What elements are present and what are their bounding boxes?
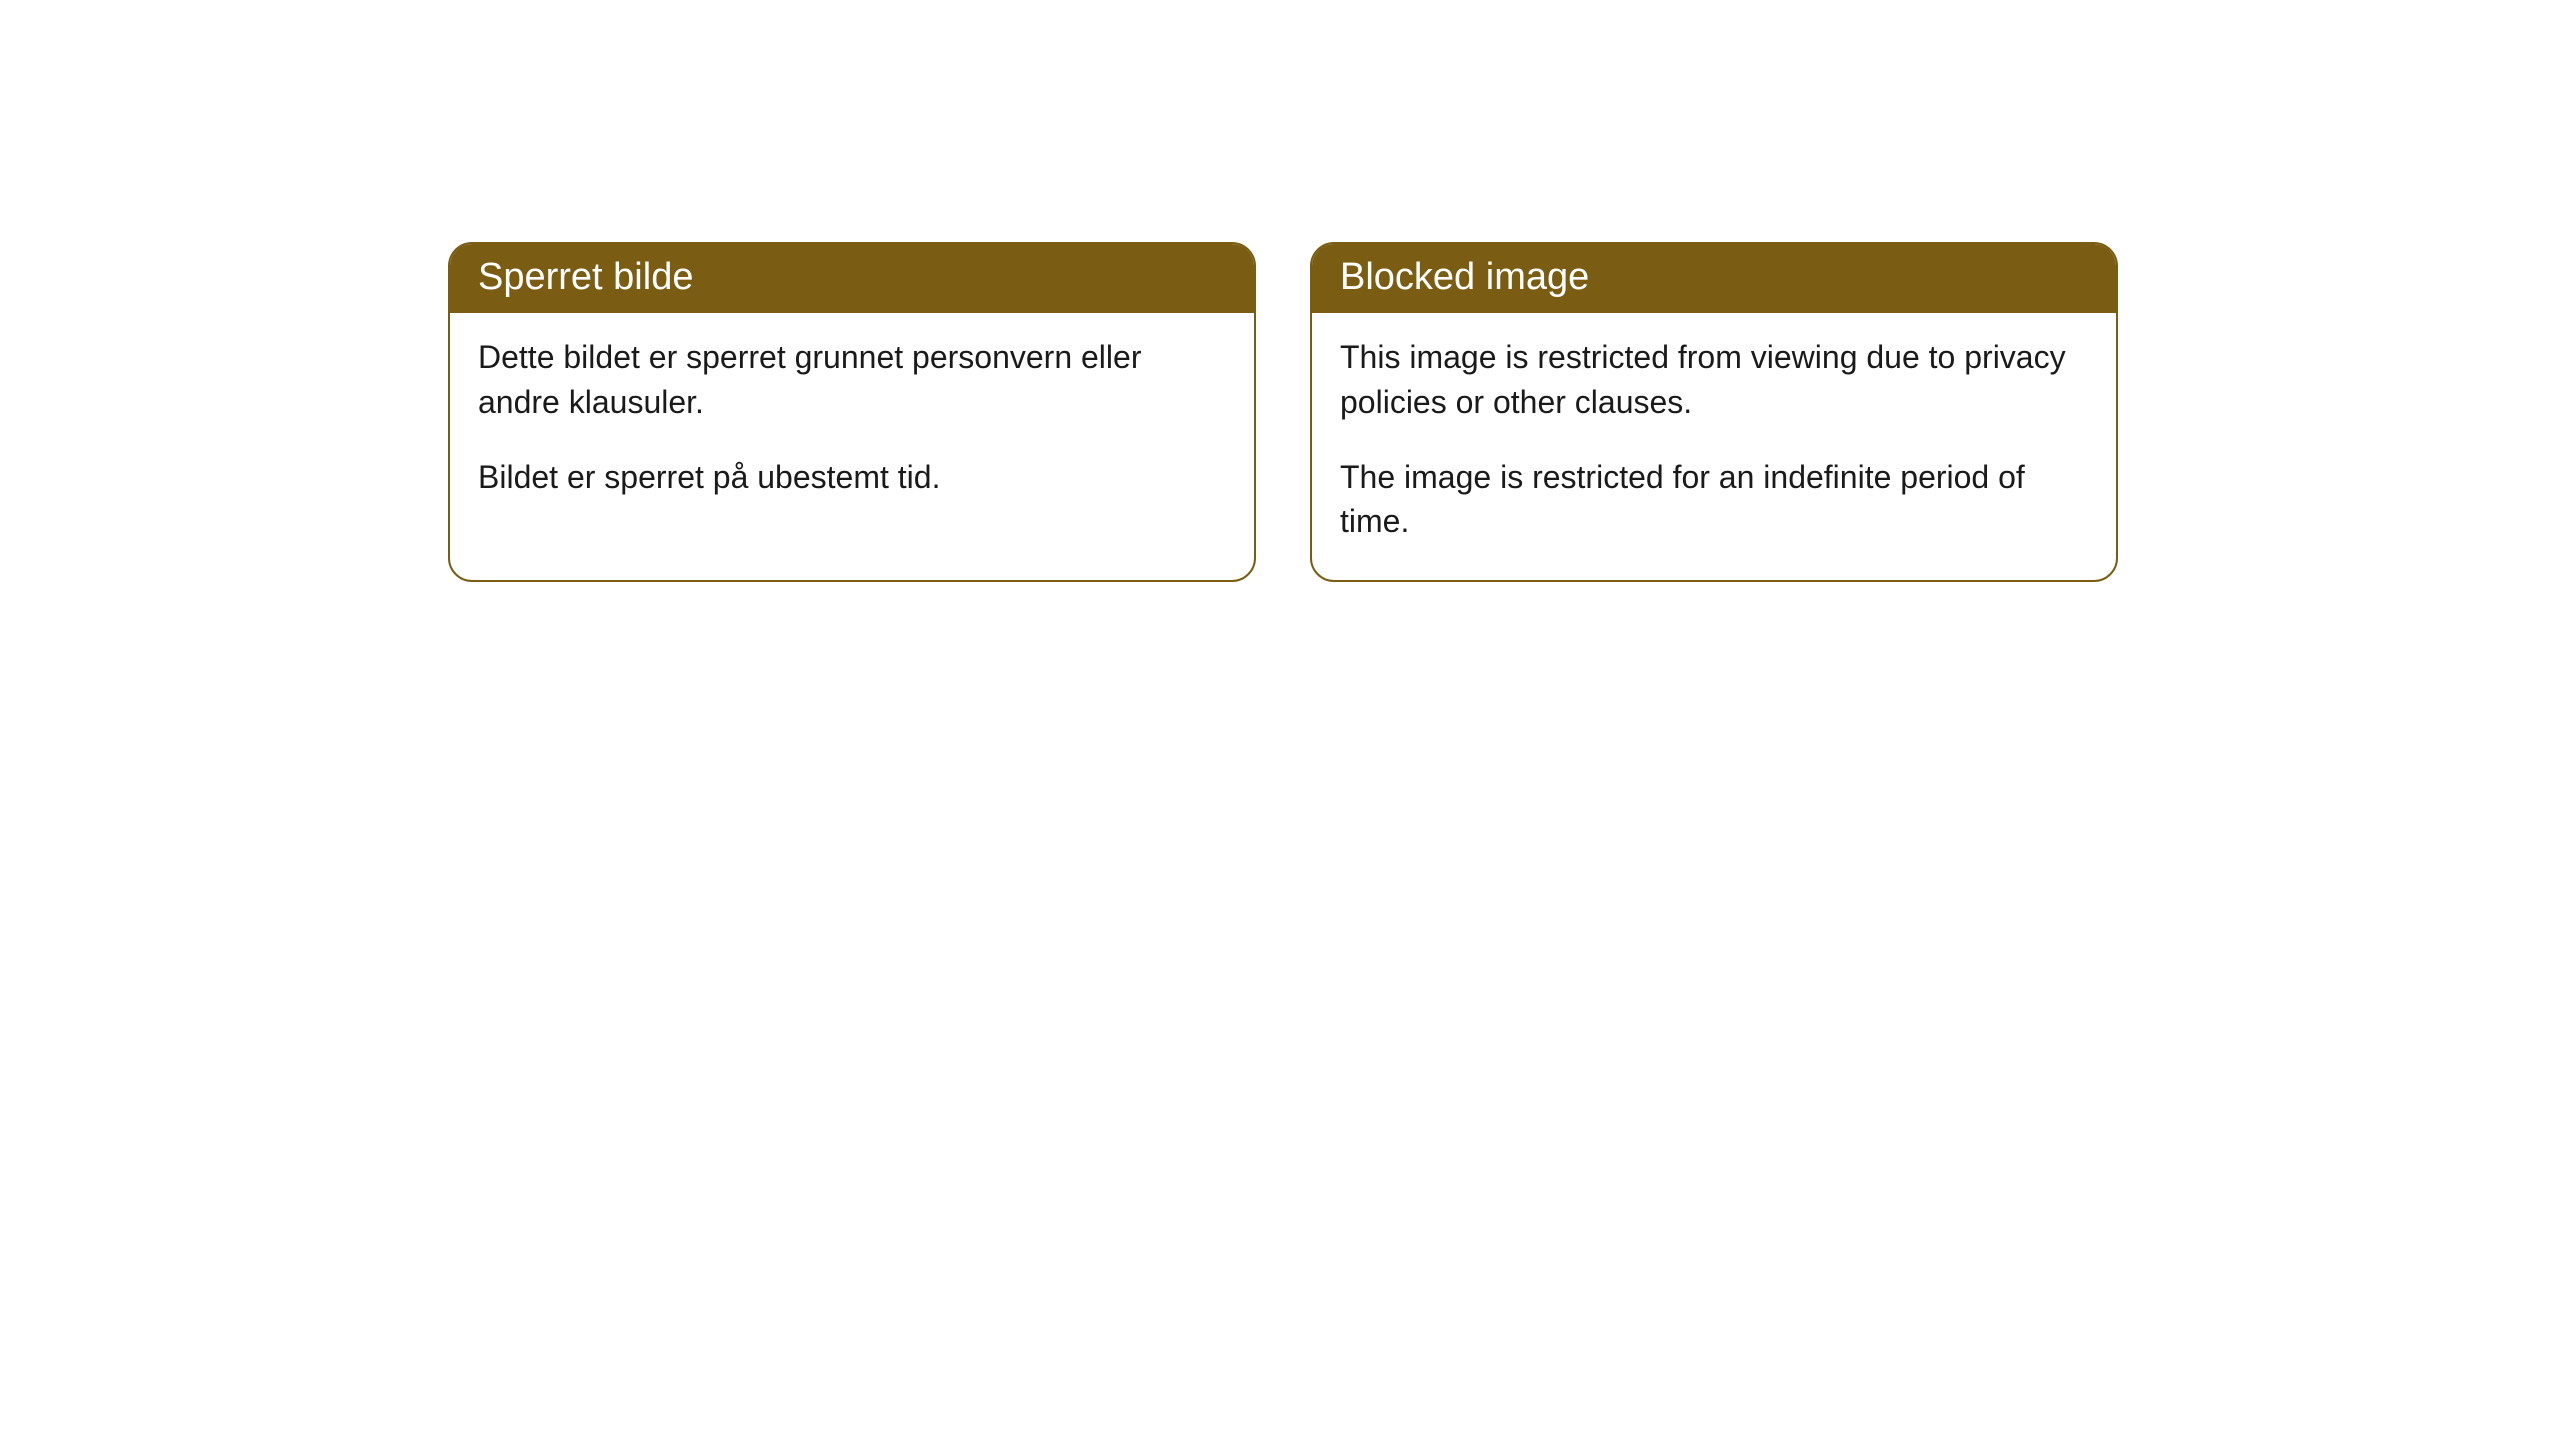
card-body: This image is restricted from viewing du…: [1312, 313, 2116, 580]
card-paragraph-2: Bildet er sperret på ubestemt tid.: [478, 455, 1226, 500]
card-header: Blocked image: [1312, 244, 2116, 313]
blocked-image-card-norwegian: Sperret bilde Dette bildet er sperret gr…: [448, 242, 1256, 582]
card-paragraph-2: The image is restricted for an indefinit…: [1340, 455, 2088, 545]
notice-cards-container: Sperret bilde Dette bildet er sperret gr…: [448, 242, 2118, 582]
blocked-image-card-english: Blocked image This image is restricted f…: [1310, 242, 2118, 582]
card-header: Sperret bilde: [450, 244, 1254, 313]
card-paragraph-1: Dette bildet er sperret grunnet personve…: [478, 335, 1226, 425]
card-paragraph-1: This image is restricted from viewing du…: [1340, 335, 2088, 425]
card-body: Dette bildet er sperret grunnet personve…: [450, 313, 1254, 535]
